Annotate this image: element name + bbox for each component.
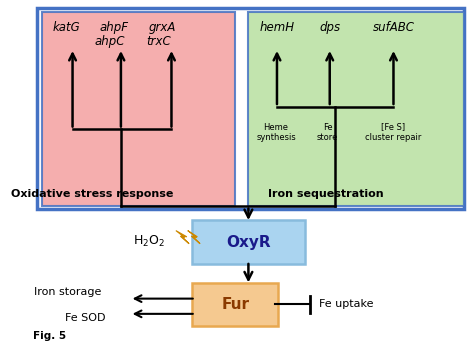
Text: ahpC: ahpC <box>95 35 125 48</box>
FancyBboxPatch shape <box>248 12 464 206</box>
Text: hemH: hemH <box>259 21 294 34</box>
Text: H$_2$O$_2$: H$_2$O$_2$ <box>134 233 165 248</box>
Text: Heme
synthesis: Heme synthesis <box>256 122 296 142</box>
Text: Iron storage: Iron storage <box>34 287 101 297</box>
Text: sufABC: sufABC <box>373 21 414 34</box>
Text: trxC: trxC <box>146 35 171 48</box>
FancyBboxPatch shape <box>192 283 278 326</box>
Text: katG: katG <box>52 21 80 34</box>
Text: Fur: Fur <box>222 297 250 312</box>
Text: Oxidative stress response: Oxidative stress response <box>11 188 173 199</box>
FancyBboxPatch shape <box>192 220 305 264</box>
Text: Fe uptake: Fe uptake <box>319 299 373 309</box>
Text: Iron sequestration: Iron sequestration <box>267 188 383 199</box>
Text: [Fe S]
cluster repair: [Fe S] cluster repair <box>365 122 422 142</box>
Polygon shape <box>176 231 189 244</box>
Text: OxyR: OxyR <box>226 235 271 250</box>
Text: dps: dps <box>319 21 340 34</box>
Text: grxA: grxA <box>149 21 176 34</box>
Text: Fe SOD: Fe SOD <box>65 313 106 323</box>
Polygon shape <box>188 231 200 244</box>
Text: ahpF: ahpF <box>100 21 129 34</box>
Text: Fe
store: Fe store <box>317 122 338 142</box>
FancyBboxPatch shape <box>42 12 235 206</box>
Text: Fig. 5: Fig. 5 <box>33 331 66 341</box>
